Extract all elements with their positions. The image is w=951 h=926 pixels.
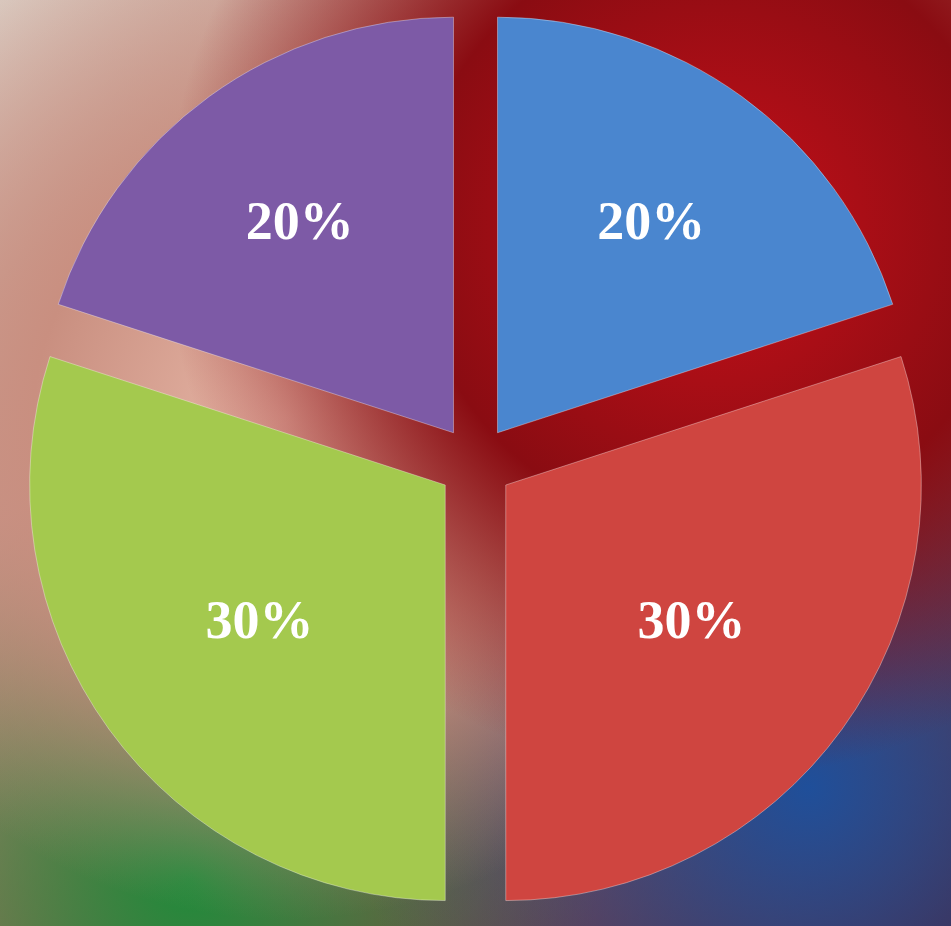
svg-text:20%: 20% xyxy=(246,191,354,251)
svg-text:30%: 30% xyxy=(638,590,746,650)
svg-text:30%: 30% xyxy=(205,590,313,650)
svg-text:20%: 20% xyxy=(597,191,705,251)
